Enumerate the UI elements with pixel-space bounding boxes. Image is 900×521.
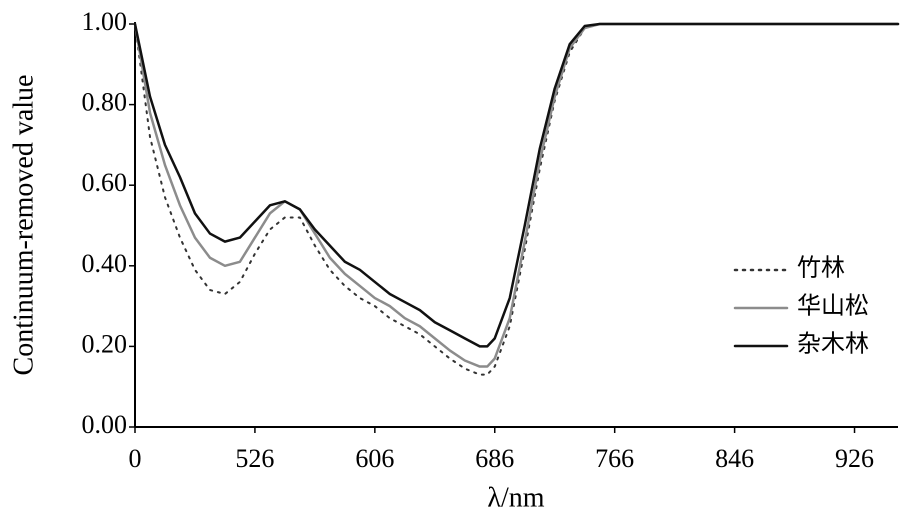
x-tick-label: 526 — [235, 444, 274, 473]
series-line — [133, 22, 900, 348]
y-tick-label: 0.20 — [82, 329, 128, 358]
y-axis-title: Continuum-removed value — [8, 75, 39, 376]
x-tick-label: 846 — [715, 444, 754, 473]
x-tick-label: 686 — [475, 444, 514, 473]
y-tick-label: 0.40 — [82, 249, 128, 278]
series-line — [133, 22, 900, 368]
x-axis-title: λ/nm — [487, 482, 544, 513]
legend-label: 杂木林 — [797, 331, 869, 358]
y-tick-label: 0.60 — [82, 168, 128, 197]
x-tick-label: 766 — [595, 444, 634, 473]
x-tick-label: 0 — [129, 444, 142, 473]
legend-label: 竹林 — [797, 255, 845, 282]
series-line — [134, 23, 899, 376]
legend-label: 华山松 — [797, 293, 869, 320]
y-tick-label: 0.00 — [82, 410, 128, 439]
y-tick-label: 1.00 — [82, 7, 128, 36]
x-tick-label: 606 — [355, 444, 394, 473]
x-tick-label: 926 — [835, 444, 874, 473]
y-tick-label: 0.80 — [82, 88, 128, 117]
